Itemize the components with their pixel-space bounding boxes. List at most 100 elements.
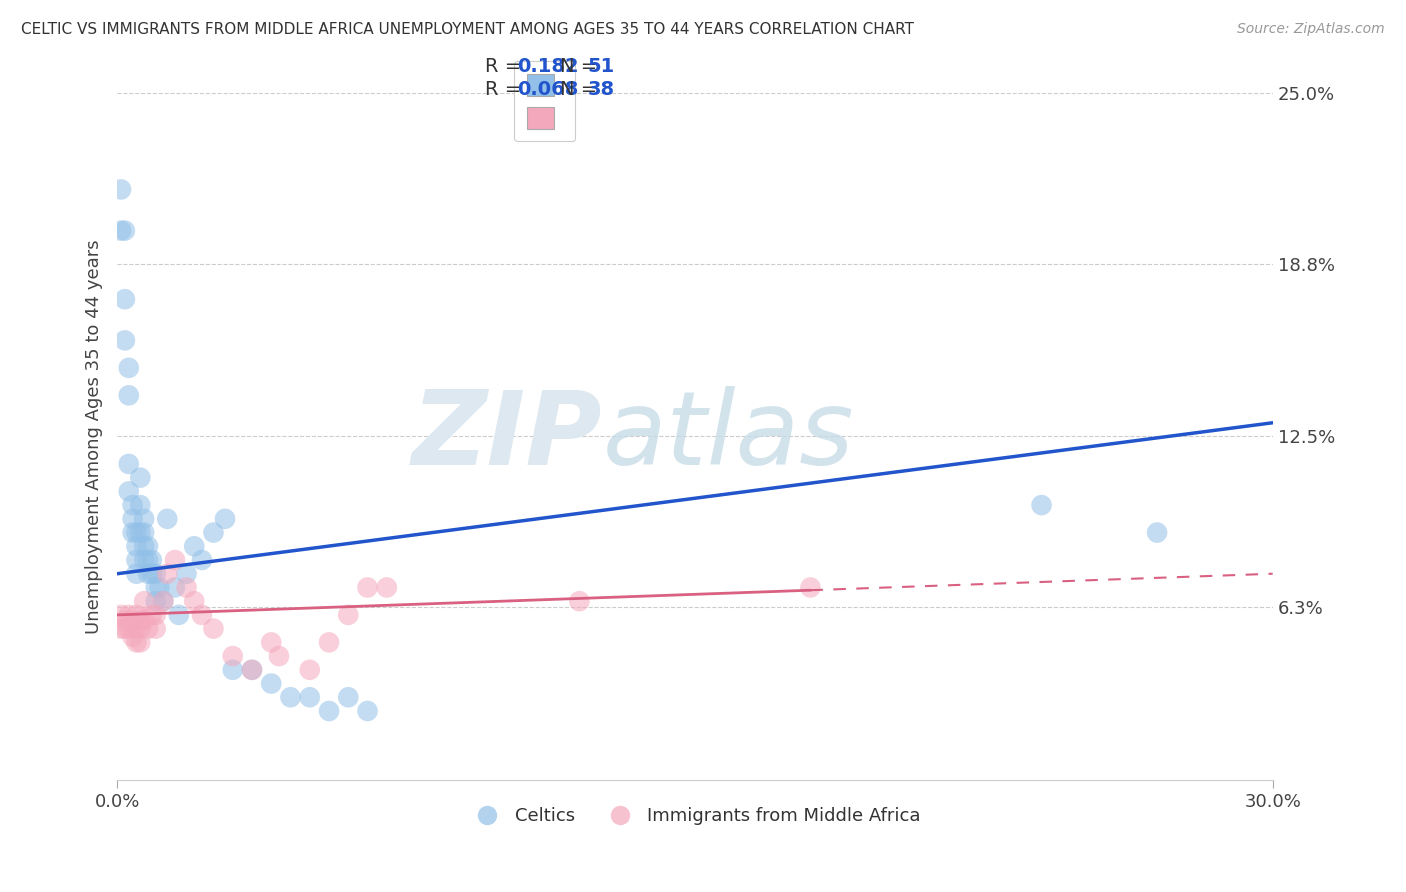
Point	[129, 614, 152, 628]
Point	[156, 512, 179, 526]
Point	[121, 512, 143, 526]
Point	[260, 635, 283, 649]
Point	[114, 614, 136, 628]
Point	[134, 512, 156, 526]
Point	[136, 622, 159, 636]
Text: Source: ZipAtlas.com: Source: ZipAtlas.com	[1237, 22, 1385, 37]
Point	[134, 525, 156, 540]
Point	[337, 607, 360, 622]
Point	[134, 614, 156, 628]
Point	[129, 622, 152, 636]
Point	[799, 581, 821, 595]
Point	[136, 539, 159, 553]
Point	[318, 635, 340, 649]
Point	[125, 553, 148, 567]
Point	[125, 566, 148, 581]
Point	[191, 607, 214, 622]
Point	[125, 525, 148, 540]
Point	[118, 622, 141, 636]
Point	[141, 553, 163, 567]
Point	[152, 594, 174, 608]
Point	[1146, 525, 1168, 540]
Point	[121, 498, 143, 512]
Point	[125, 622, 148, 636]
Point	[145, 566, 167, 581]
Point	[240, 663, 263, 677]
Point	[280, 690, 302, 705]
Text: 0.182: 0.182	[517, 57, 579, 77]
Point	[141, 566, 163, 581]
Point	[163, 581, 186, 595]
Point	[121, 630, 143, 644]
Point	[125, 539, 148, 553]
Point	[222, 649, 245, 664]
Text: N =: N =	[560, 57, 603, 77]
Point	[118, 388, 141, 402]
Point	[110, 224, 132, 238]
Point	[156, 566, 179, 581]
Point	[163, 553, 186, 567]
Point	[114, 334, 136, 348]
Text: 51: 51	[588, 57, 614, 77]
Point	[129, 470, 152, 484]
Point	[298, 663, 321, 677]
Point	[114, 224, 136, 238]
Point	[134, 553, 156, 567]
Point	[176, 566, 198, 581]
Text: atlas: atlas	[603, 386, 853, 486]
Point	[568, 594, 591, 608]
Point	[125, 635, 148, 649]
Text: N =: N =	[560, 79, 603, 99]
Point	[121, 614, 143, 628]
Text: R =: R =	[485, 57, 527, 77]
Point	[110, 182, 132, 196]
Text: 38: 38	[588, 79, 614, 99]
Text: R =: R =	[485, 79, 527, 99]
Point	[260, 676, 283, 690]
Point	[375, 581, 398, 595]
Point	[298, 690, 321, 705]
Point	[202, 622, 225, 636]
Point	[136, 553, 159, 567]
Point	[191, 553, 214, 567]
Point	[129, 525, 152, 540]
Point	[152, 594, 174, 608]
Point	[136, 566, 159, 581]
Point	[176, 581, 198, 595]
Point	[110, 622, 132, 636]
Point	[121, 525, 143, 540]
Point	[118, 484, 141, 499]
Legend: Celtics, Immigrants from Middle Africa: Celtics, Immigrants from Middle Africa	[463, 800, 928, 832]
Point	[145, 607, 167, 622]
Point	[356, 704, 378, 718]
Point	[129, 635, 152, 649]
Point	[240, 663, 263, 677]
Point	[167, 607, 190, 622]
Text: 0.068: 0.068	[517, 79, 579, 99]
Point	[222, 663, 245, 677]
Point	[337, 690, 360, 705]
Point	[183, 539, 205, 553]
Point	[145, 622, 167, 636]
Y-axis label: Unemployment Among Ages 35 to 44 years: Unemployment Among Ages 35 to 44 years	[86, 239, 103, 634]
Point	[114, 622, 136, 636]
Point	[118, 607, 141, 622]
Point	[129, 498, 152, 512]
Point	[110, 607, 132, 622]
Text: CELTIC VS IMMIGRANTS FROM MIDDLE AFRICA UNEMPLOYMENT AMONG AGES 35 TO 44 YEARS C: CELTIC VS IMMIGRANTS FROM MIDDLE AFRICA …	[21, 22, 914, 37]
Point	[1031, 498, 1053, 512]
Point	[356, 581, 378, 595]
Point	[148, 581, 170, 595]
Point	[318, 704, 340, 718]
Point	[145, 594, 167, 608]
Point	[134, 539, 156, 553]
Point	[114, 292, 136, 306]
Point	[118, 360, 141, 375]
Text: ZIP: ZIP	[412, 386, 603, 487]
Point	[141, 607, 163, 622]
Point	[183, 594, 205, 608]
Point	[202, 525, 225, 540]
Point	[267, 649, 290, 664]
Point	[125, 607, 148, 622]
Point	[118, 457, 141, 471]
